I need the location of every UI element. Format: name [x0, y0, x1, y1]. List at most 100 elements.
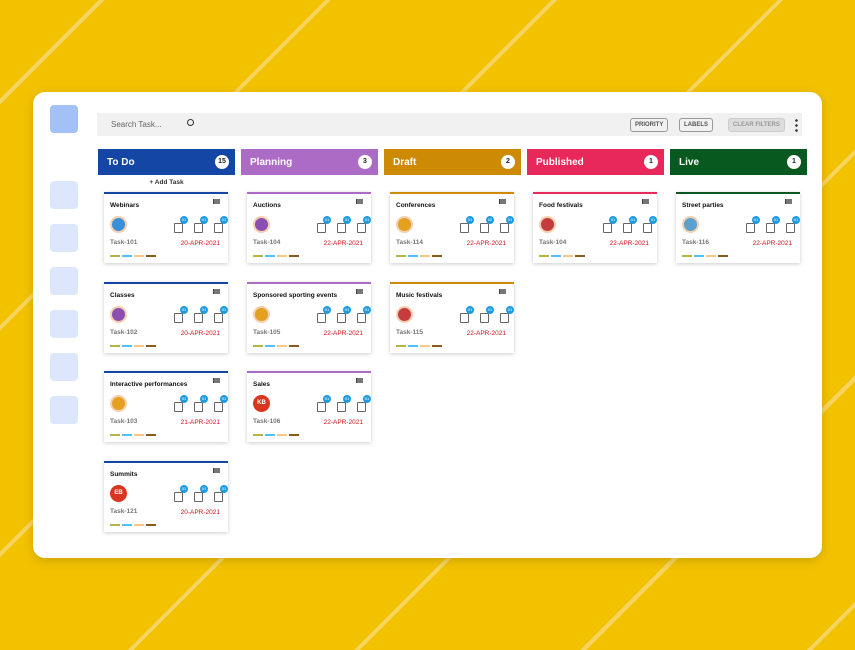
label-bar — [432, 344, 442, 347]
avatar — [253, 305, 270, 323]
card-icon — [214, 491, 223, 502]
due-date: 22-APR-2021 — [323, 419, 363, 426]
add-task[interactable]: + Add Task — [149, 179, 184, 186]
priority-flag[interactable] — [499, 199, 506, 204]
column-header: Draft 2 — [384, 149, 521, 175]
due-date: 22-APR-2021 — [466, 329, 506, 337]
card-icon — [460, 312, 469, 323]
icon-badge: 01 — [363, 395, 371, 403]
label-bar — [134, 523, 144, 526]
label-bar — [122, 255, 132, 257]
card-icon — [480, 223, 489, 233]
priority-flag[interactable] — [785, 199, 792, 204]
card-icon — [357, 402, 366, 412]
task-card[interactable]: Interactive performances 01 01 01 Task-103 21… — [104, 371, 228, 442]
nav-item[interactable] — [50, 224, 78, 252]
task-card[interactable]: Street parties 01 01 01 Task-116 22-APR-2021 — [676, 192, 800, 263]
card-icon — [317, 223, 326, 233]
nav-item[interactable] — [50, 267, 78, 295]
clear-filters[interactable]: CLEAR FILTERS — [728, 118, 785, 132]
avatar — [539, 216, 556, 233]
avatar: KB — [253, 395, 270, 412]
card-icon — [174, 223, 183, 233]
icon-badge: 02 — [486, 216, 494, 224]
priority-filter[interactable]: PRIORITY — [630, 118, 669, 132]
task-card[interactable]: Sales KB 01 01 01 Task-106 22-APR-2021 — [247, 371, 371, 442]
label-bar — [265, 434, 275, 436]
card-title: Auctions — [253, 202, 281, 209]
label-bar — [289, 344, 299, 347]
card-icon — [174, 312, 183, 323]
avatar — [110, 216, 127, 233]
card-title: Classes — [110, 291, 135, 299]
nav-item[interactable] — [50, 396, 78, 424]
card-icon — [766, 223, 775, 233]
priority-flag[interactable] — [356, 378, 363, 383]
card-icon — [317, 312, 326, 323]
task-card[interactable]: Conferences 01 02 01 Task-114 22-APR-2021 — [390, 192, 514, 263]
card-icon — [357, 223, 366, 233]
card-title: Music festivals — [396, 291, 443, 299]
label-bar — [146, 523, 156, 526]
label-bar — [575, 255, 585, 257]
avatar — [396, 305, 413, 323]
task-card[interactable]: Sponsored sporting events 01 01 01 Task-105 2… — [247, 281, 371, 353]
label-bar — [563, 255, 573, 257]
label-bar — [432, 255, 442, 257]
more-menu[interactable] — [795, 118, 798, 132]
task-card[interactable]: Webinars 01 01 01 Task-101 20-APR-2021 — [104, 192, 228, 263]
card-icon — [317, 402, 326, 412]
label-bar — [146, 255, 156, 257]
avatar — [110, 305, 127, 323]
task-card[interactable]: Summits EB 01 01 01 Task-121 20-APR-2021 — [104, 460, 228, 532]
card-title: Conferences — [396, 202, 436, 209]
avatar — [682, 216, 699, 233]
nav-item[interactable] — [50, 310, 78, 338]
icon-badge: 01 — [323, 305, 331, 314]
icon-badge: 01 — [466, 216, 474, 224]
label-bar — [122, 344, 132, 347]
label-bar — [396, 344, 406, 347]
label-bar — [265, 255, 275, 257]
priority-flag[interactable] — [642, 199, 649, 204]
due-date: 22-APR-2021 — [466, 240, 506, 247]
card-icon — [460, 223, 469, 233]
card-icon — [214, 223, 223, 233]
labels-filter[interactable]: LABELS — [679, 118, 713, 132]
priority-flag[interactable] — [213, 199, 220, 204]
task-card[interactable]: Music festivals 01 01 01 Task-115 22-APR-2021 — [390, 281, 514, 353]
toolbar — [97, 113, 802, 136]
icon-badge: 01 — [220, 305, 228, 314]
priority-flag[interactable] — [213, 288, 220, 294]
icon-badge: 01 — [649, 216, 657, 224]
search-icon[interactable] — [187, 119, 194, 126]
priority-flag[interactable] — [356, 199, 363, 204]
label-bar — [694, 255, 704, 257]
icon-badge: 01 — [200, 484, 208, 493]
card-icon — [643, 223, 652, 233]
column-count: 1 — [787, 155, 801, 169]
task-card[interactable]: Food festivals 01 01 01 Task-104 22-APR-2021 — [533, 192, 657, 263]
search-input[interactable]: Search Task... — [111, 120, 162, 129]
task-card[interactable]: Classes 01 01 01 Task-102 20-APR-2021 — [104, 281, 228, 353]
label-bar — [110, 523, 120, 526]
task-card[interactable]: Auctions 01 01 01 Task-104 22-APR-2021 — [247, 192, 371, 263]
card-icon — [174, 491, 183, 502]
logo[interactable] — [50, 105, 78, 133]
label-bar — [718, 255, 728, 257]
due-date: 22-APR-2021 — [609, 240, 649, 247]
card-icon — [603, 223, 612, 233]
icon-badge: 01 — [343, 216, 351, 224]
priority-flag[interactable] — [213, 467, 220, 473]
card-icon — [357, 312, 366, 323]
icon-badge: 01 — [180, 395, 188, 403]
icon-badge: 01 — [466, 305, 474, 314]
task-id: Task-104 — [539, 239, 567, 246]
priority-flag[interactable] — [499, 288, 506, 294]
nav-item[interactable] — [50, 181, 78, 209]
priority-flag[interactable] — [356, 288, 363, 294]
column-count: 1 — [644, 155, 658, 169]
nav-item[interactable] — [50, 353, 78, 381]
card-icon — [194, 402, 203, 412]
priority-flag[interactable] — [213, 378, 220, 383]
